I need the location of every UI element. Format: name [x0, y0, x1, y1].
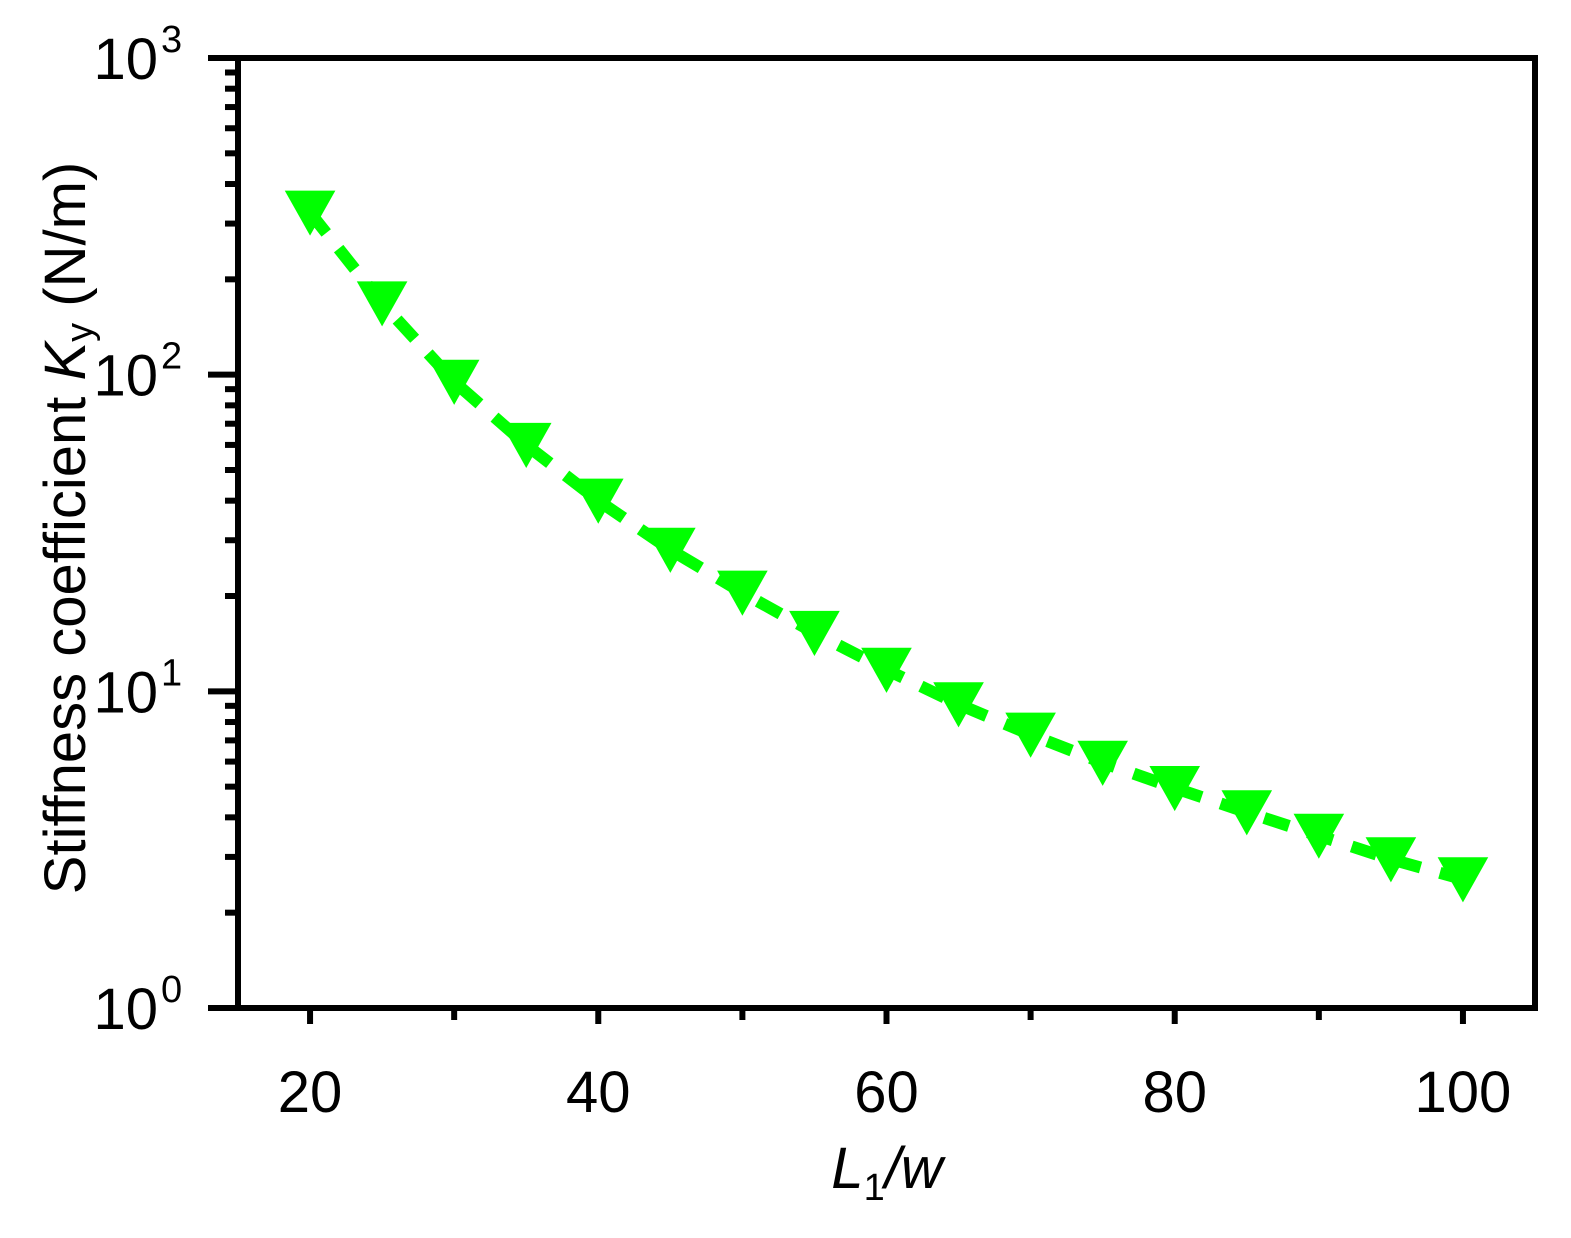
data-point [861, 647, 912, 693]
data-point [1437, 857, 1489, 903]
data-point [1149, 766, 1201, 812]
x-axis-title-rest: /w [881, 1136, 946, 1201]
plot-frame [235, 55, 1538, 1011]
y-axis-title: Stiffness coefficient Ky (N/m) [33, 162, 101, 894]
data-point [1221, 790, 1273, 836]
data-point [645, 527, 696, 573]
data-point [933, 682, 984, 728]
y-tick-label: 10 [93, 660, 158, 725]
series-line [305, 208, 1465, 886]
series-layer [284, 190, 1489, 903]
data-point [789, 610, 840, 656]
y-tick-exponent: 0 [161, 969, 182, 1011]
data-point [500, 422, 552, 469]
data-point [1005, 712, 1056, 758]
x-tick-label: 40 [566, 1060, 631, 1125]
y-axis-title-italic: K [33, 340, 98, 381]
data-point [428, 359, 480, 405]
data-point [356, 281, 408, 327]
data-point [1293, 813, 1345, 859]
data-point [1365, 837, 1417, 883]
x-tick-label: 80 [1142, 1060, 1207, 1125]
y-tick-label: 10 [93, 977, 158, 1042]
data-point [572, 478, 624, 524]
y-tick-label: 10 [93, 344, 158, 409]
x-tick-label: 20 [278, 1060, 343, 1125]
y-tick-exponent: 2 [161, 336, 182, 378]
y-tick-exponent: 3 [161, 19, 182, 61]
x-axis-title: L1/w [831, 1136, 946, 1209]
data-point [717, 570, 768, 616]
x-tick-label: 100 [1415, 1060, 1512, 1125]
x-axis: 20 40 60 80 100 [278, 1008, 1512, 1125]
y-tick-label: 10 [93, 27, 158, 92]
data-point [1077, 740, 1128, 786]
y-axis-title-main: Stiffness coefficient [33, 381, 98, 895]
y-axis-title-rest: (N/m) [33, 162, 98, 323]
x-axis-title-main: L [831, 1136, 863, 1201]
x-axis-title-sub: 1 [864, 1167, 885, 1209]
data-point [284, 190, 336, 236]
x-tick-label: 60 [854, 1060, 919, 1125]
y-tick-exponent: 1 [161, 652, 182, 694]
y-axis-title-sub: y [59, 323, 101, 342]
